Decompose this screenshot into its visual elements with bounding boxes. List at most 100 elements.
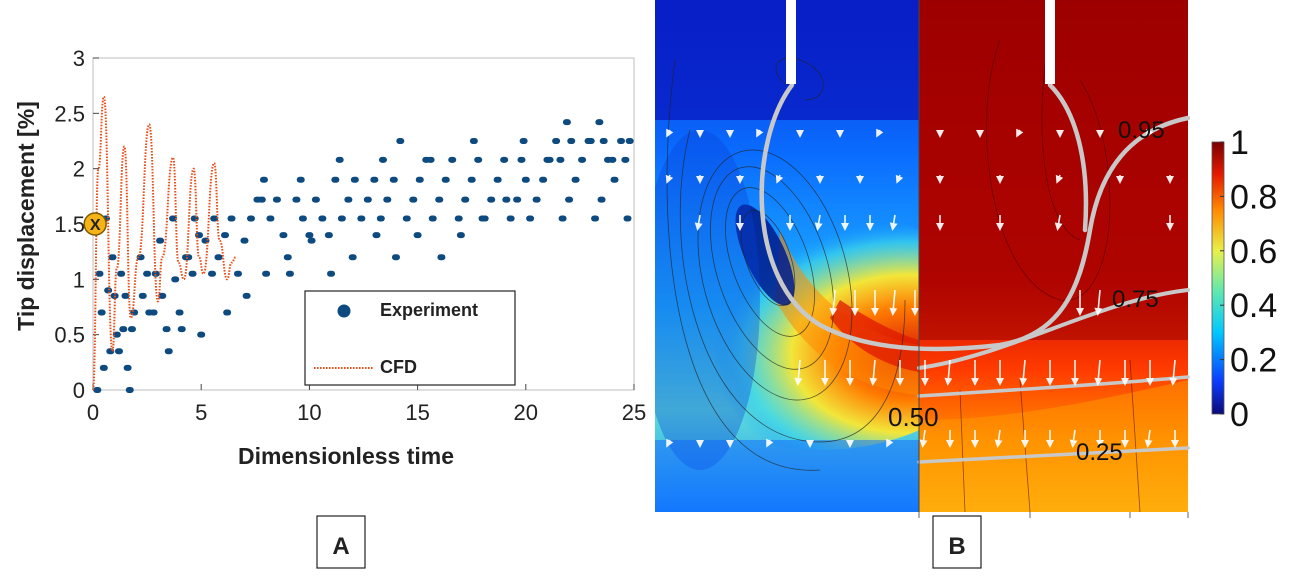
velocity-arrow [869,359,878,386]
experiment-point [298,215,307,222]
experiment-point [396,138,405,144]
y-axis-title: Tip displacement [%] [13,101,39,331]
y-tick-label: 2.5 [54,101,85,126]
velocity-arrow [886,438,894,448]
velocity-arrow [1019,359,1028,386]
velocity-arrow [775,174,784,184]
experiment-point [567,138,576,144]
x-tick-label: 25 [622,400,646,425]
experiment-point [307,237,316,244]
experiment-point [478,215,487,222]
velocity-field [655,0,919,512]
experiment-point [138,292,147,299]
colorbar-tick-label: 0.8 [1230,178,1277,216]
experiment-point [363,196,372,203]
experiment-point [487,196,496,203]
cfd-series-line [92,95,237,391]
left-inlet-tube [786,0,796,84]
experiment-point [376,215,385,222]
x-axis-title: Dimensionless time [238,443,454,469]
experiment-point [318,215,327,222]
experiment-point [259,176,268,183]
experiment-point [136,254,145,261]
contour-label-095: 0.95 [1118,117,1165,144]
experiment-point [156,237,165,244]
velocity-arrow [666,438,674,448]
experiment-point [502,196,511,203]
experiment-point [586,138,595,144]
velocity-arrow [1016,128,1024,138]
marker-circle [83,212,107,236]
velocity-arrow [944,359,953,386]
colorbar-tick-label: 0 [1230,396,1249,434]
experiment-point [104,287,113,294]
experiment-point [391,254,400,261]
experiment-point [474,156,483,163]
experiment-point [240,237,249,244]
experiment-point [197,331,206,338]
velocity-arrow [1146,128,1154,138]
contour-label-025: 0.25 [1076,439,1123,466]
panel-a-label: A [332,533,349,560]
experiment-point [591,215,600,222]
experiment-point [335,156,344,163]
velocity-arrow [1069,429,1078,448]
experiment-point [428,215,437,222]
experiment-point [223,309,232,316]
experiment-point [513,196,522,203]
experiment-point [97,309,106,316]
colorbar-gradient [1211,141,1225,415]
experiment-point [311,196,320,203]
velocity-arrow [1054,214,1063,231]
velocity-arrow [876,128,884,138]
experiment-point [597,196,606,203]
y-tick-label: 1.5 [54,212,85,237]
velocity-arrow [889,289,898,316]
colorbar-tick-label: 0.2 [1230,342,1277,380]
experiment-point [539,176,548,183]
experiment-point [461,196,470,203]
velocity-arrow [994,429,1003,448]
panel-a-chart: 0 0.5 1 1.5 2 2.5 3 0 5 10 15 20 25 X Dimensionless… [13,46,646,569]
experiment-series [93,119,634,393]
experiment-point [114,348,123,355]
experiment-point [262,270,271,277]
right-inlet-tube [1045,0,1055,84]
experiment-point [227,215,236,222]
contour-label-050: 0.50 [888,402,939,432]
experiment-point [279,232,288,239]
experiment-point [292,196,301,203]
experiment-point [158,292,167,299]
x-tick-label: 15 [405,400,429,425]
x-tick-label: 20 [514,400,538,425]
experiment-point [242,292,251,299]
x-tick-label: 0 [87,400,99,425]
velocity-arrow [1094,359,1103,386]
experiment-point [617,138,626,144]
experiment-point [521,176,530,183]
experiment-point [426,156,435,163]
experiment-point [162,326,171,333]
experiment-point [519,138,528,144]
experiment-point [99,364,108,371]
experiment-point [402,215,411,222]
x-ticks: 0 5 10 15 20 25 [87,384,646,425]
experiment-point [233,270,242,277]
experiment-point [350,176,359,183]
velocity-arrow [1144,429,1153,448]
experiment-point [372,232,381,239]
experiment-point [625,138,634,144]
experiment-point [188,270,197,277]
velocity-arrow [895,174,904,184]
experiment-point [208,270,217,277]
experiment-point [571,176,580,183]
y-tick-label: 0.5 [54,323,85,348]
experiment-point [441,176,450,183]
x-tick-label: 10 [297,400,321,425]
experiment-point [175,309,184,316]
experiment-point [565,196,574,203]
experiment-point [610,176,619,183]
experiment-point [437,254,446,261]
experiment-point [283,254,292,261]
experiment-point [324,232,333,239]
